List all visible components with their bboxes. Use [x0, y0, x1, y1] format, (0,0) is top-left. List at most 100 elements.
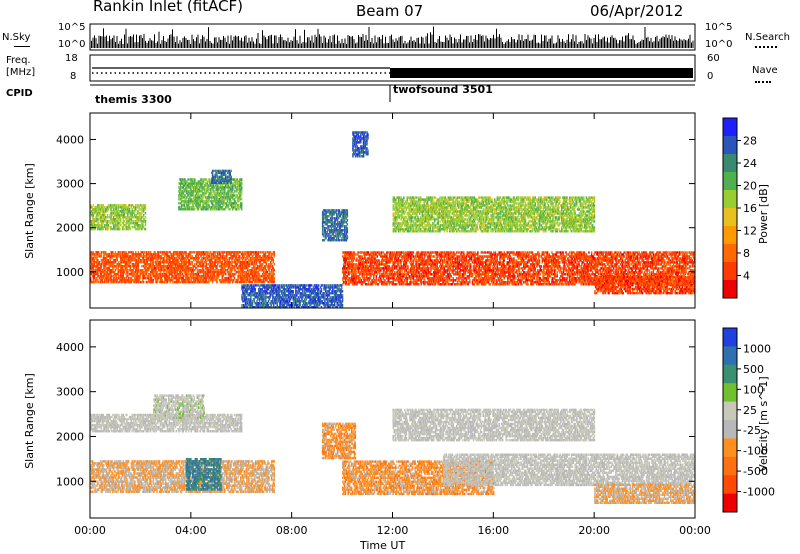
- echo-cell: [157, 278, 159, 282]
- echo-cell: [97, 216, 99, 219]
- echo-cell: [203, 280, 206, 284]
- echo-cell: [238, 274, 240, 278]
- echo-cell: [344, 235, 346, 238]
- echo-cell: [209, 276, 211, 280]
- echo-cell: [239, 257, 241, 260]
- echo-cell: [329, 219, 331, 222]
- echo-cell: [240, 278, 242, 282]
- echo-cell: [124, 267, 126, 270]
- echo-cell: [91, 210, 94, 213]
- echo-cell: [246, 265, 248, 268]
- echo-cell: [247, 253, 249, 256]
- echo-cell: [254, 253, 256, 256]
- echo-cell: [232, 198, 235, 201]
- echo-cell: [104, 257, 106, 260]
- echo-cell: [345, 209, 348, 212]
- echo-cell: [180, 270, 183, 274]
- echo-cell: [120, 261, 122, 264]
- echo-cell: [321, 223, 324, 226]
- echo-cell: [176, 265, 178, 268]
- echo-cell: [90, 280, 93, 284]
- echo-cell: [210, 270, 213, 274]
- echo-cell: [325, 227, 327, 230]
- noise-bar: [326, 42, 328, 48]
- echo-cell: [100, 253, 103, 256]
- echo-cell: [240, 184, 243, 187]
- echo-cell: [99, 278, 102, 282]
- echo-cell: [204, 208, 207, 211]
- echo-cell: [189, 202, 192, 205]
- echo-cell: [217, 194, 220, 197]
- echo-cell: [187, 280, 190, 284]
- echo-cell: [163, 270, 165, 274]
- echo-cell: [121, 270, 124, 274]
- echo-cell: [159, 259, 162, 262]
- echo-cell: [214, 194, 216, 197]
- echo-cell: [100, 276, 103, 280]
- echo-cell: [223, 188, 225, 191]
- echo-cell: [116, 225, 118, 229]
- echo-cell: [105, 216, 107, 219]
- echo-cell: [168, 255, 170, 258]
- echo-cell: [157, 267, 160, 270]
- echo-cell: [112, 270, 114, 274]
- echo-cell: [90, 204, 92, 207]
- echo-cell: [156, 278, 158, 282]
- echo-cell: [122, 222, 125, 225]
- echo-cell: [219, 196, 222, 199]
- echo-cell: [197, 182, 200, 185]
- echo-cell: [223, 177, 225, 180]
- echo-cell: [199, 200, 201, 203]
- echo-cell: [252, 276, 254, 280]
- echo-cell: [219, 270, 222, 274]
- echo-cell: [187, 269, 189, 272]
- noise-bar: [367, 40, 368, 48]
- echo-cell: [157, 274, 159, 278]
- echo-cell: [260, 257, 262, 260]
- echo-cell: [117, 222, 119, 225]
- echo-cell: [198, 206, 200, 209]
- echo-cell: [322, 219, 325, 222]
- echo-cell: [221, 179, 224, 182]
- echo-cell: [326, 219, 328, 222]
- echo-cell: [218, 259, 221, 262]
- echo-cell: [208, 186, 210, 189]
- echo-cell: [154, 255, 156, 258]
- echo-cell: [238, 272, 240, 276]
- echo-cell: [111, 278, 113, 282]
- echo-cell: [246, 253, 248, 256]
- echo-cell: [186, 265, 188, 268]
- echo-cell: [105, 259, 107, 262]
- echo-cell: [243, 267, 245, 270]
- echo-cell: [265, 276, 268, 280]
- echo-cell: [213, 192, 215, 195]
- echo-cell: [97, 269, 99, 272]
- echo-cell: [140, 225, 142, 229]
- echo-cell: [247, 255, 249, 258]
- echo-cell: [175, 259, 178, 262]
- noise-bar: [637, 42, 638, 48]
- echo-cell: [245, 267, 247, 270]
- echo-cell: [133, 265, 135, 268]
- echo-cell: [150, 276, 152, 280]
- noise-bar: [232, 40, 233, 48]
- noise-bar: [418, 37, 419, 48]
- echo-cell: [112, 224, 115, 227]
- noise-bar: [359, 36, 361, 48]
- noise-bar: [538, 42, 539, 48]
- echo-cell: [232, 202, 235, 205]
- echo-cell: [140, 280, 142, 284]
- noise-bar: [118, 43, 119, 48]
- echo-cell: [330, 235, 333, 238]
- echo-cell: [128, 222, 131, 225]
- echo-cell: [181, 272, 184, 276]
- echo-cell: [93, 265, 95, 268]
- echo-cell: [158, 261, 161, 264]
- echo-cell: [150, 265, 152, 268]
- echo-cell: [103, 259, 105, 262]
- echo-cell: [217, 175, 219, 178]
- echo-cell: [194, 280, 196, 284]
- echo-cell: [127, 269, 129, 272]
- echo-cell: [220, 171, 223, 175]
- echo-cell: [150, 263, 152, 266]
